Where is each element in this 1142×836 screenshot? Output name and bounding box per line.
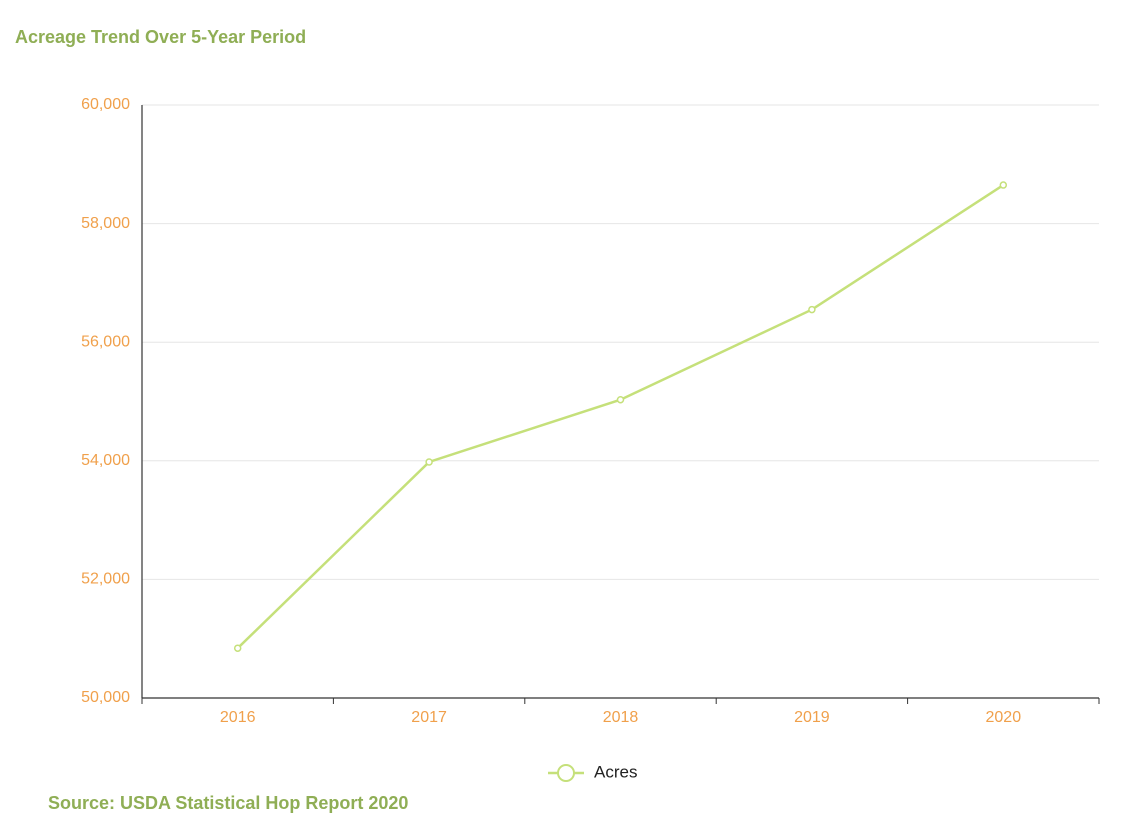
y-tick-label: 50,000 [81,689,130,706]
y-tick-label: 54,000 [81,452,130,469]
x-tick-label: 2018 [603,709,639,726]
x-tick-label: 2019 [794,709,830,726]
y-tick-label: 52,000 [81,571,130,588]
x-tick-label: 2016 [220,709,256,726]
data-point [808,305,816,314]
data-point [425,458,433,466]
data-point [616,395,625,404]
data-point [233,644,242,652]
data-point [999,181,1008,189]
x-tick-label: 2017 [411,709,447,726]
legend-label: Acres [594,762,637,781]
y-tick-label: 56,000 [81,333,130,350]
y-tick-label: 60,000 [81,96,130,113]
series-line [236,184,1004,650]
source-note: Source: USDA Statistical Hop Report 2020 [48,793,408,813]
chart-title: Acreage Trend Over 5-Year Period [15,27,306,47]
x-tick-label: 2020 [986,709,1022,726]
y-tick-label: 58,000 [81,215,130,232]
legend-marker [557,764,575,782]
